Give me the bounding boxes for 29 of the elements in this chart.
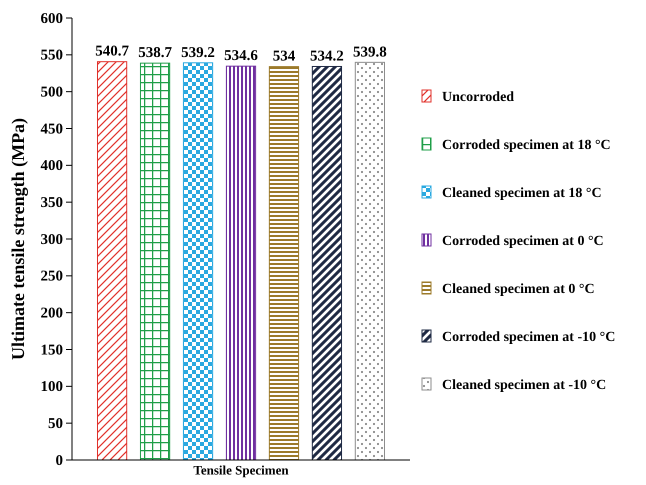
data-label: 534	[272, 48, 296, 65]
y-tick-label: 50	[48, 416, 63, 432]
y-tick-label: 500	[40, 84, 63, 100]
y-tick-label: 450	[40, 121, 63, 138]
legend-label: Cleaned specimen at 18 °C	[442, 186, 602, 201]
legend-label: Corroded specimen at 18 °C	[442, 138, 611, 153]
y-tick-label: 0	[56, 452, 63, 469]
y-tick-label: 350	[40, 194, 63, 211]
y-tick-label: 600	[40, 10, 63, 27]
data-label: 538.7	[138, 45, 172, 62]
legend-label: Corroded specimen at -10 °C	[442, 330, 616, 345]
y-axis-title: Ultimate tensile strength (MPa)	[8, 118, 28, 360]
y-tick-label: 100	[40, 379, 63, 396]
y-tick-label: 550	[40, 48, 63, 64]
legend-label: Uncorroded	[442, 90, 514, 105]
y-tick-label: 150	[40, 342, 63, 358]
y-tick-label: 200	[40, 305, 63, 322]
y-tick-label: 250	[40, 268, 63, 285]
y-tick-label: 400	[40, 158, 63, 174]
data-label: 540.7	[95, 44, 130, 60]
data-label: 534.2	[310, 48, 344, 64]
legend-label: Cleaned specimen at -10 °C	[442, 378, 606, 393]
x-tick-label: Tensile Specimen	[193, 462, 290, 478]
data-label: 539.2	[181, 44, 215, 61]
data-label: 539.8	[353, 44, 387, 60]
data-label: 534.6	[224, 48, 258, 64]
legend-label: Cleaned specimen at 0 °C	[442, 282, 595, 297]
y-tick-label: 300	[40, 232, 63, 248]
legend-label: Corroded specimen at 0 °C	[442, 234, 604, 249]
